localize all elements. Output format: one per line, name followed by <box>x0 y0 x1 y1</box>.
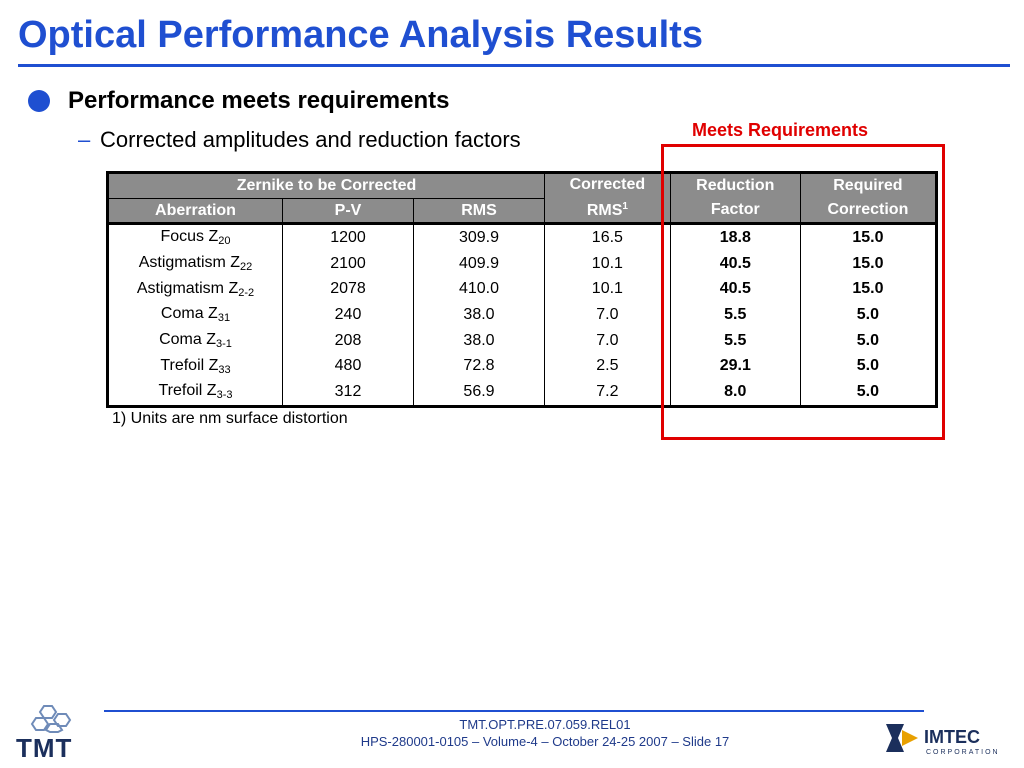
pv-cell: 2100 <box>282 250 414 277</box>
rms-cell: 410.0 <box>413 276 545 303</box>
footer-rule <box>104 710 924 712</box>
aberration-name: Astigmatism Z <box>136 279 239 297</box>
rms-cell: 72.8 <box>413 353 545 380</box>
zernike-index: 20 <box>218 235 231 248</box>
required-header-line1: Required <box>833 177 903 194</box>
rms-cell: 56.9 <box>413 379 545 407</box>
aberration-cell: Coma Z3-1 <box>107 327 283 354</box>
corrected-rms-cell: 7.0 <box>544 327 671 354</box>
required-correction-header: Required Correction <box>799 172 938 224</box>
reduction-factor-cell: 8.0 <box>669 379 801 407</box>
aberration-cell: Coma Z31 <box>107 302 283 328</box>
rms-cell: 38.0 <box>413 327 545 354</box>
pv-header: P-V <box>282 197 414 224</box>
zernike-index: 33 <box>218 363 231 376</box>
zernike-index: 31 <box>217 312 231 325</box>
aberration-cell: Focus Z20 <box>107 221 283 251</box>
zernike-group-header: Zernike to be Corrected <box>107 172 545 199</box>
aberration-name: Trefoil Z <box>158 382 217 400</box>
table-row: Focus Z20 1200 309.9 16.5 18.8 15.0 <box>107 221 938 251</box>
reduction-factor-cell: 18.8 <box>669 221 801 251</box>
rms-cell: 38.0 <box>413 302 545 328</box>
table-row: Trefoil Z33 480 72.8 2.5 29.1 5.0 <box>107 353 938 380</box>
corrected-rms-cell: 2.5 <box>544 353 671 380</box>
pv-cell: 208 <box>282 327 414 354</box>
reduction-factor-cell: 5.5 <box>669 302 801 328</box>
reduction-factor-header: Reduction Factor <box>669 172 801 224</box>
aberration-header: Aberration <box>107 197 283 224</box>
table-row: Astigmatism Z22 2100 409.9 10.1 40.5 15.0 <box>107 250 938 277</box>
footer-doc-id: TMT.OPT.PRE.07.059.REL01 <box>459 717 631 732</box>
aberration-name: Astigmatism Z <box>138 254 241 272</box>
sub-bullet-dash: – <box>78 127 91 152</box>
meets-requirements-label: Meets Requirements <box>692 120 869 140</box>
pv-cell: 312 <box>282 379 414 407</box>
zernike-index: 2-2 <box>238 286 255 299</box>
corrected-header-line2: RMS <box>586 202 623 219</box>
corrected-rms-cell: 10.1 <box>544 250 671 277</box>
table-row: Coma Z3-1 208 38.0 7.0 5.5 5.0 <box>107 327 938 354</box>
slide-title: Optical Performance Analysis Results <box>18 14 703 56</box>
rms-header: RMS <box>413 197 545 224</box>
zernike-table: Zernike to be Corrected Corrected RMS1 R… <box>106 171 938 408</box>
reduction-factor-cell: 40.5 <box>669 250 801 277</box>
corrected-header-line1: Corrected <box>569 176 646 193</box>
zernike-index: 3-1 <box>216 338 232 351</box>
pv-cell: 2078 <box>282 276 414 303</box>
aberration-cell: Trefoil Z3-3 <box>107 379 283 407</box>
aberration-cell: Astigmatism Z2-2 <box>107 276 283 303</box>
units-footnote: 1) Units are nm surface distortion <box>112 410 348 427</box>
required-correction-cell: 5.0 <box>799 353 938 380</box>
reduction-header-line1: Reduction <box>696 177 775 194</box>
corrected-header-footnote-mark: 1 <box>622 201 628 212</box>
pv-cell: 480 <box>282 353 414 380</box>
footer-doc-info: HPS-280001-0105 – Volume-4 – October 24-… <box>360 734 730 749</box>
corrected-rms-cell: 7.0 <box>544 302 671 328</box>
aberration-cell: Astigmatism Z22 <box>107 250 283 277</box>
corrected-rms-cell: 10.1 <box>544 276 671 303</box>
required-header-line2: Correction <box>827 201 909 218</box>
main-bullet: Performance meets requirements <box>28 84 450 118</box>
aberration-name: Coma Z <box>159 331 216 349</box>
imtec-logo-text: IMTEC <box>924 727 980 747</box>
sub-bullet: – Corrected amplitudes and reduction fac… <box>78 124 521 156</box>
pv-cell: 240 <box>282 302 414 328</box>
corrected-rms-cell: 16.5 <box>544 221 671 251</box>
table-row: Trefoil Z3-3 312 56.9 7.2 8.0 5.0 <box>107 379 938 407</box>
aberration-name: Trefoil Z <box>160 356 219 374</box>
corrected-rms-header: Corrected RMS1 <box>544 172 671 224</box>
corrected-rms-cell: 7.2 <box>544 379 671 407</box>
zernike-index: 3-3 <box>216 389 233 402</box>
required-correction-cell: 5.0 <box>799 327 938 354</box>
tmt-logo-text: TMT <box>16 733 73 763</box>
required-correction-cell: 15.0 <box>799 250 938 277</box>
table-row: Coma Z31 240 38.0 7.0 5.5 5.0 <box>107 302 938 328</box>
reduction-header-line2: Factor <box>710 201 760 218</box>
required-correction-cell: 5.0 <box>799 379 938 407</box>
rms-cell: 309.9 <box>413 221 545 251</box>
required-correction-cell: 15.0 <box>799 221 938 251</box>
reduction-factor-cell: 29.1 <box>669 353 801 380</box>
imtec-logo: IMTEC CORPORATION <box>886 724 1000 756</box>
imtec-mark-icon <box>886 724 918 752</box>
meets-requirements-highlight-box <box>661 144 945 440</box>
table-row: Astigmatism Z2-2 2078 410.0 10.1 40.5 15.0 <box>107 276 938 303</box>
sub-bullet-text: Corrected amplitudes and reduction facto… <box>100 127 521 152</box>
aberration-name: Coma Z <box>160 305 218 323</box>
reduction-factor-cell: 5.5 <box>669 327 801 354</box>
pv-cell: 1200 <box>282 221 414 251</box>
zernike-index: 22 <box>240 261 253 274</box>
aberration-name: Focus Z <box>160 228 219 246</box>
reduction-factor-cell: 40.5 <box>669 276 801 303</box>
aberration-cell: Trefoil Z33 <box>107 353 283 380</box>
footer-text: TMT.OPT.PRE.07.059.REL01 HPS-280001-0105… <box>200 716 890 750</box>
required-correction-cell: 5.0 <box>799 302 938 328</box>
bullet-circle-icon <box>28 90 50 112</box>
imtec-logo-subtext: CORPORATION <box>926 749 1000 756</box>
title-underline <box>18 64 1010 67</box>
required-correction-cell: 15.0 <box>799 276 938 303</box>
tmt-logo-icon <box>30 705 72 733</box>
main-bullet-text: Performance meets requirements <box>68 87 450 114</box>
rms-cell: 409.9 <box>413 250 545 277</box>
